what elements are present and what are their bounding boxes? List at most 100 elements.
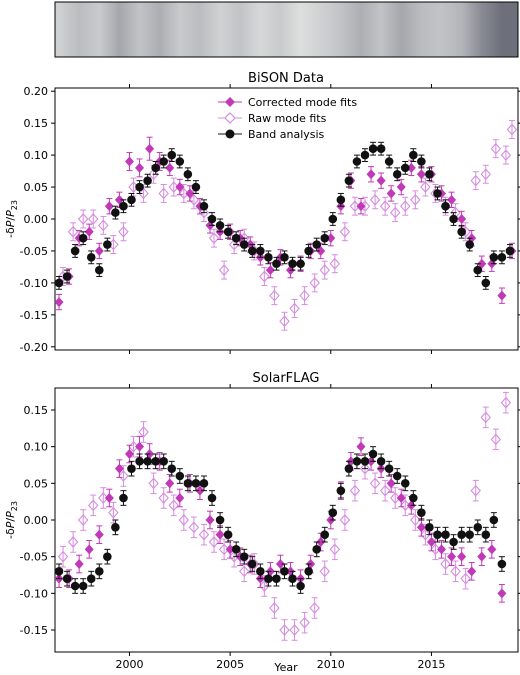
data-point — [111, 523, 120, 532]
data-point — [86, 574, 96, 583]
data-point — [304, 246, 313, 256]
data-point — [386, 188, 396, 199]
data-point — [70, 246, 80, 256]
y-tick-label: 0.05 — [24, 181, 49, 194]
data-point — [288, 259, 297, 269]
data-point — [98, 492, 109, 504]
data-point — [167, 464, 177, 473]
data-point — [416, 522, 426, 533]
data-point — [400, 200, 411, 213]
data-point — [320, 530, 330, 539]
data-point — [296, 259, 305, 269]
data-point — [185, 188, 195, 199]
data-point — [396, 493, 406, 503]
data-point — [158, 187, 169, 200]
data-point — [167, 150, 177, 160]
data-point — [269, 602, 280, 614]
data-point — [339, 225, 351, 238]
data-point — [119, 493, 128, 503]
data-point — [94, 265, 104, 275]
data-point — [312, 240, 321, 249]
data-point — [366, 169, 376, 180]
data-point — [328, 214, 338, 224]
activity-strip-frame — [54, 1, 519, 58]
data-point — [409, 493, 418, 503]
data-point — [191, 182, 201, 192]
data-point — [118, 225, 129, 238]
legend-item-corrected: Corrected mode fits — [218, 96, 357, 109]
data-point — [62, 574, 72, 583]
data-point — [400, 499, 411, 512]
data-point — [54, 567, 64, 576]
data-point — [84, 226, 94, 237]
bison-axis-ticks: 0.20 0.15 0.10 0.05 0.00 -0.05 -0.10 -0.15 -0.20 — [20, 84, 520, 354]
data-point — [78, 233, 88, 243]
data-point — [199, 201, 209, 211]
data-point — [490, 433, 502, 446]
data-point — [379, 484, 391, 497]
data-point — [256, 246, 265, 256]
bison-legend: Corrected mode fits Raw mode fits Band a… — [218, 96, 357, 141]
data-point — [70, 581, 80, 591]
data-point — [289, 302, 300, 315]
y-tick-label: 0.00 — [24, 514, 49, 527]
data-point — [470, 174, 481, 187]
data-point — [368, 449, 378, 459]
x-axis-title: Year — [273, 661, 298, 674]
data-point — [467, 566, 477, 577]
data-point — [104, 493, 114, 503]
data-point — [299, 289, 310, 302]
y-tick-label: -0.05 — [20, 245, 48, 258]
data-point — [239, 240, 249, 249]
data-point — [247, 246, 257, 256]
data-point — [199, 479, 209, 488]
y-tick-label: 0.10 — [24, 149, 49, 162]
data-point — [319, 264, 330, 276]
y-tick-label: -0.20 — [20, 341, 48, 354]
data-point — [356, 441, 366, 452]
data-point — [143, 176, 152, 185]
data-point — [175, 471, 185, 481]
data-point — [410, 194, 421, 206]
data-point — [247, 559, 257, 569]
data-point — [218, 264, 230, 276]
data-point — [195, 485, 205, 496]
data-point — [159, 457, 169, 466]
data-point — [151, 457, 160, 466]
data-point — [441, 530, 450, 539]
data-point — [127, 195, 136, 205]
data-point — [497, 290, 507, 301]
y-tick-label: 0.05 — [24, 477, 49, 490]
svg-text:-δP/P23: -δP/P23 — [4, 501, 19, 539]
data-point — [465, 530, 474, 539]
data-point — [487, 544, 497, 555]
data-point — [188, 521, 200, 534]
data-point — [506, 123, 518, 136]
y-tick-label: -0.15 — [20, 309, 48, 322]
data-point — [356, 201, 366, 212]
data-point — [175, 182, 185, 193]
data-point — [151, 163, 160, 173]
data-point — [223, 227, 233, 237]
data-point — [77, 514, 89, 526]
data-point — [280, 567, 289, 576]
data-point — [215, 221, 225, 230]
solarflag-plot-frame — [54, 387, 519, 653]
data-point — [481, 530, 491, 539]
y-tick-label: 0.10 — [24, 441, 49, 454]
data-point — [368, 144, 378, 154]
data-point — [239, 552, 249, 561]
data-point — [312, 545, 321, 554]
legend-raw-marker — [224, 112, 236, 124]
data-point — [94, 567, 104, 576]
data-point — [352, 457, 362, 466]
data-point — [188, 194, 200, 206]
data-point — [480, 411, 492, 424]
data-point — [392, 471, 402, 481]
data-point — [309, 602, 320, 614]
data-point — [447, 194, 457, 205]
data-point — [54, 278, 64, 288]
data-point — [369, 477, 381, 490]
bison-data-marks — [54, 120, 518, 331]
data-point — [279, 624, 290, 636]
